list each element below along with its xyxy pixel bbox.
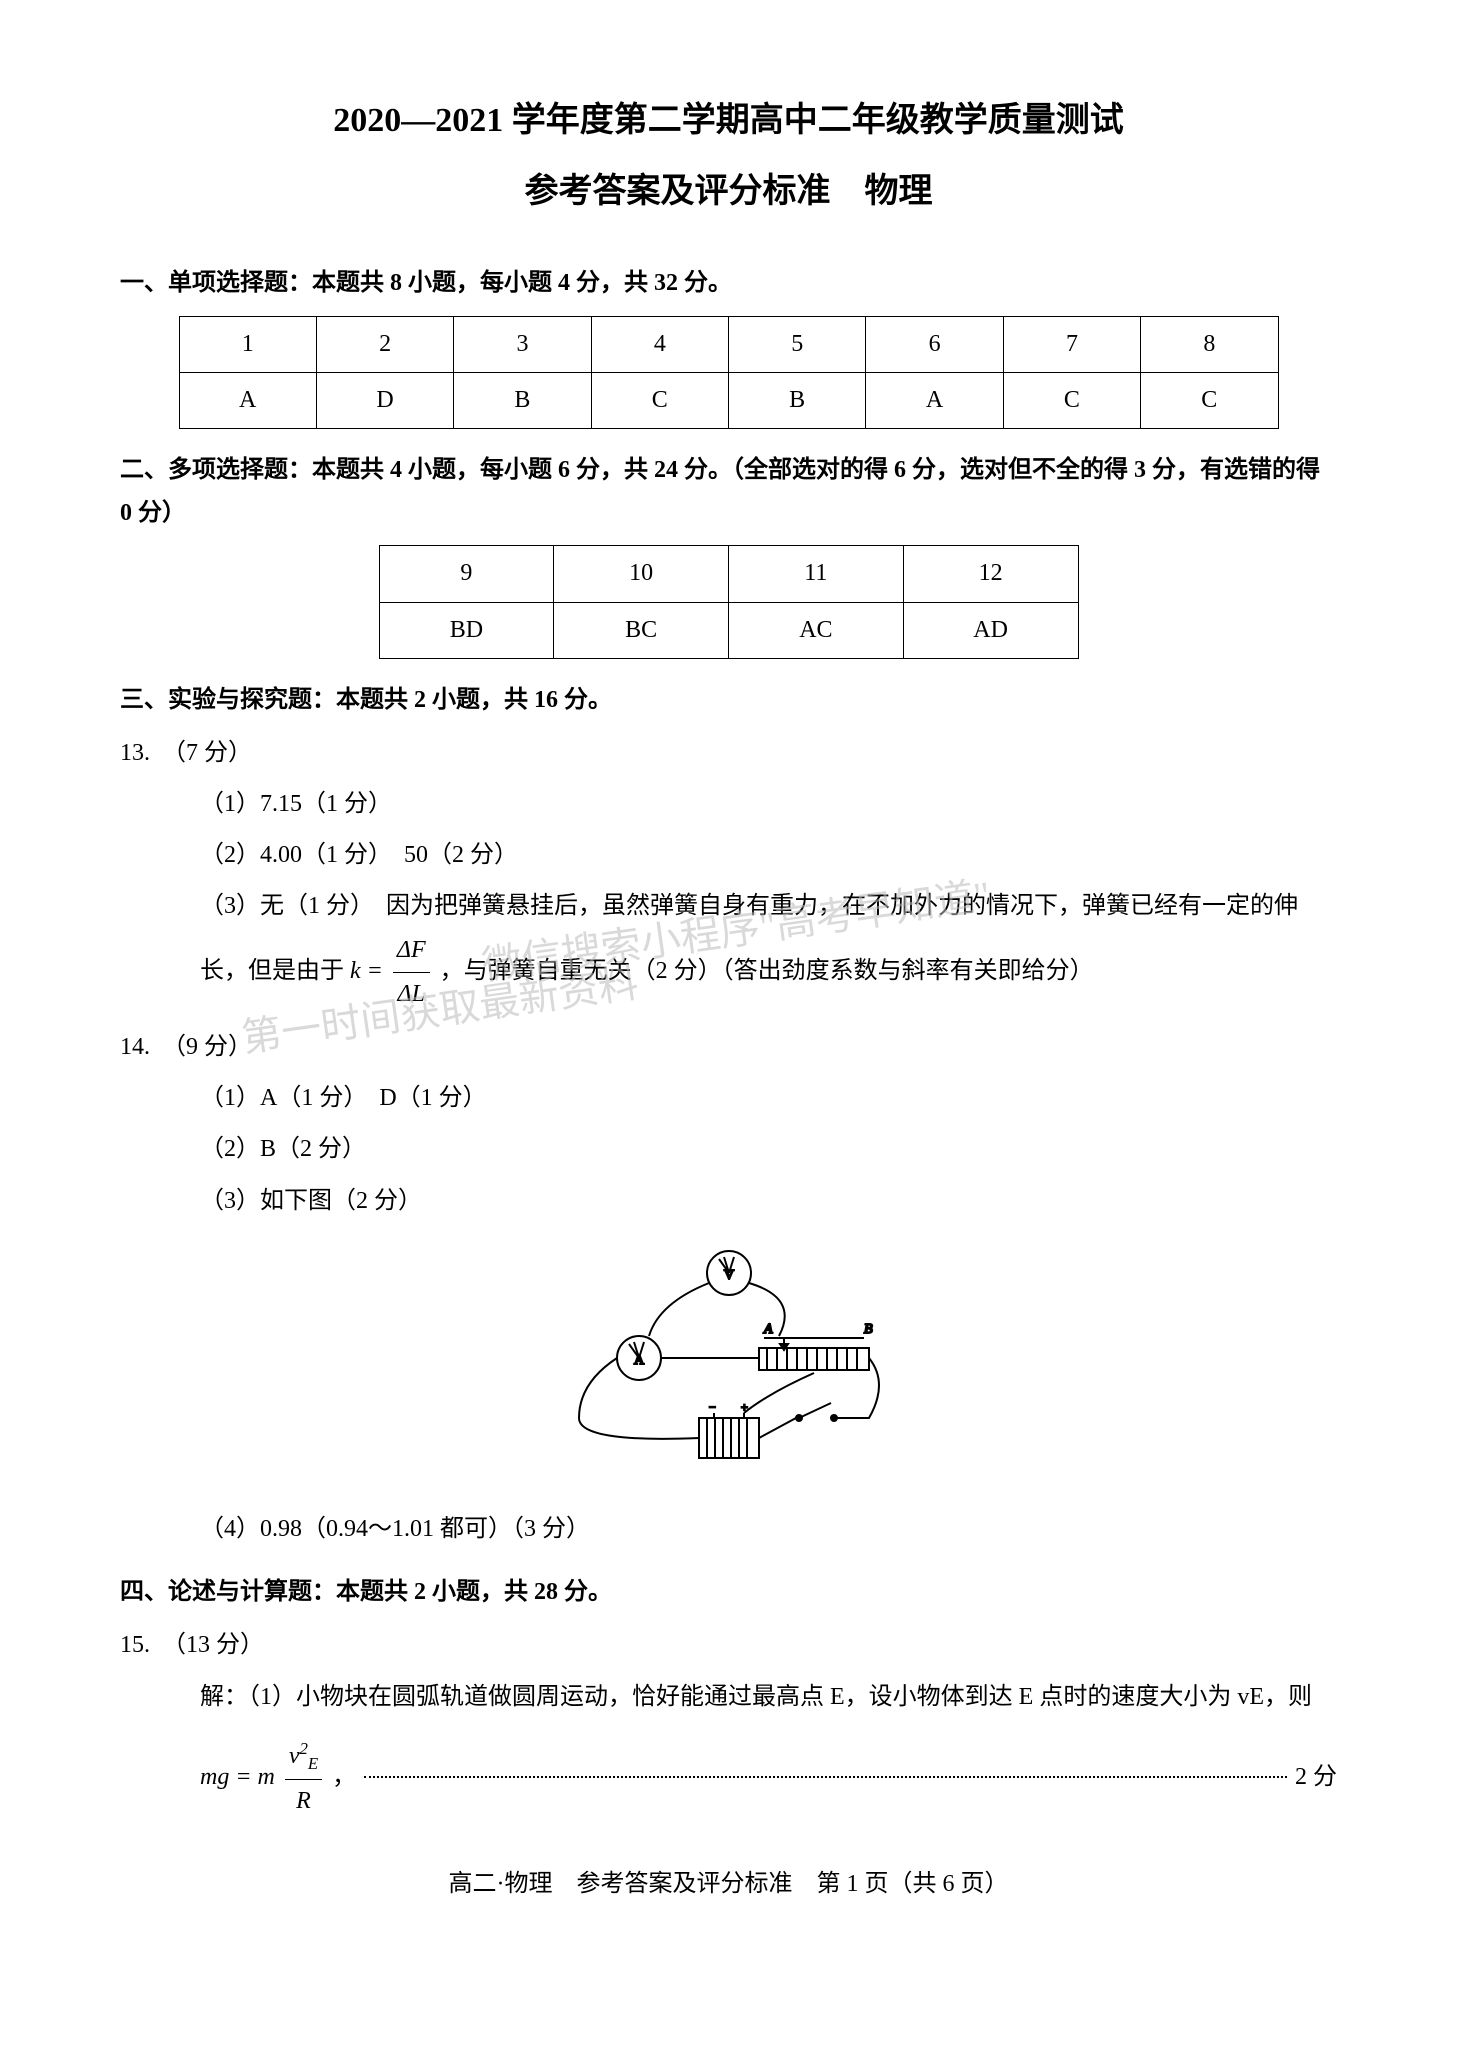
cell: AC <box>728 602 903 658</box>
cell: 5 <box>729 316 866 372</box>
cell: 7 <box>1003 316 1140 372</box>
table-row: 1 2 3 4 5 6 7 8 <box>179 316 1278 372</box>
section2-header: 二、多项选择题：本题共 4 小题，每小题 6 分，共 24 分。（全部选对的得 … <box>120 449 1337 535</box>
cell: C <box>591 372 728 428</box>
table-row: BD BC AC AD <box>379 602 1078 658</box>
title-line-1: 2020—2021 学年度第二学期高中二年级教学质量测试 <box>120 90 1337 151</box>
svg-text:B: B <box>864 1322 873 1337</box>
q13-p3b: ，与弹簧自重无关（2 分）（答出劲度系数与斜率有关即给分） <box>440 958 1094 984</box>
cell: A <box>179 372 316 428</box>
formula-comma: ， <box>332 1764 356 1790</box>
page-footer: 高二·物理 参考答案及评分标准 第 1 页（共 6 页） <box>120 1863 1337 1906</box>
table-section2: 9 10 11 12 BD BC AC AD <box>379 545 1079 658</box>
cell: BD <box>379 602 554 658</box>
fraction-deltaf-deltal: ΔF ΔL <box>393 929 430 1016</box>
q15-label: 15. （13 分） <box>120 1624 1337 1667</box>
cell: B <box>729 372 866 428</box>
circuit-diagram: V A A <box>120 1243 1337 1488</box>
cell: 10 <box>554 546 729 602</box>
table-row: A D B C B A C C <box>179 372 1278 428</box>
q14-p2: （2）B（2 分） <box>120 1128 1337 1171</box>
q13-label: 13. （7 分） <box>120 732 1337 775</box>
q15-line1: 解：（1）小物块在圆弧轨道做圆周运动，恰好能通过最高点 E，设小物体到达 E 点… <box>120 1676 1337 1719</box>
fraction-numerator: ΔF <box>393 929 430 973</box>
q14-label: 14. （9 分） <box>120 1026 1337 1069</box>
formula-mg-eq-m: mg = m <box>200 1764 275 1790</box>
table-row: 9 10 11 12 <box>379 546 1078 602</box>
cell: B <box>454 372 591 428</box>
formula-k-equals: k = <box>350 958 383 984</box>
cell: 3 <box>454 316 591 372</box>
cell: AD <box>903 602 1078 658</box>
title-line-2: 参考答案及评分标准 物理 <box>120 161 1337 222</box>
cell: C <box>1141 372 1278 428</box>
cell: 9 <box>379 546 554 602</box>
formula-points: 2 分 <box>1295 1756 1337 1799</box>
table-section1: 1 2 3 4 5 6 7 8 A D B C B A C C <box>179 316 1279 429</box>
cell: 12 <box>903 546 1078 602</box>
fraction-numerator: v2E <box>285 1734 322 1780</box>
formula-front: mg = m v2E R ， <box>200 1734 356 1823</box>
q14-p3: （3）如下图（2 分） <box>120 1180 1337 1223</box>
cell: D <box>316 372 453 428</box>
q13-p1: （1）7.15（1 分） <box>120 783 1337 826</box>
section1-header: 一、单项选择题：本题共 8 小题，每小题 4 分，共 32 分。 <box>120 262 1337 305</box>
cell: 11 <box>728 546 903 602</box>
fraction-v2-r: v2E R <box>285 1734 322 1823</box>
cell: A <box>866 372 1003 428</box>
q15-formula-line: mg = m v2E R ， 2 分 <box>120 1734 1337 1823</box>
section3-header: 三、实验与探究题：本题共 2 小题，共 16 分。 <box>120 679 1337 722</box>
cell: C <box>1003 372 1140 428</box>
cell: 6 <box>866 316 1003 372</box>
fraction-denominator: ΔL <box>393 973 430 1016</box>
q13-p3: （3）无（1 分） 因为把弹簧悬挂后，虽然弹簧自身有重力，在不加外力的情况下，弹… <box>120 885 1337 1016</box>
cell: 1 <box>179 316 316 372</box>
q14-p1: （1）A（1 分） D（1 分） <box>120 1077 1337 1120</box>
fraction-denominator: R <box>285 1780 322 1823</box>
dot-leader-icon <box>364 1776 1287 1778</box>
circuit-svg-icon: V A A <box>549 1243 909 1473</box>
cell: 8 <box>1141 316 1278 372</box>
cell: 2 <box>316 316 453 372</box>
cell: BC <box>554 602 729 658</box>
q14-p4: （4）0.98（0.94～1.01 都可）（3 分） <box>120 1508 1337 1551</box>
svg-text:−: − <box>709 1400 716 1414</box>
q13-p2: （2）4.00（1 分） 50（2 分） <box>120 834 1337 877</box>
svg-text:A: A <box>763 1322 773 1337</box>
section4-header: 四、论述与计算题：本题共 2 小题，共 28 分。 <box>120 1571 1337 1614</box>
cell: 4 <box>591 316 728 372</box>
